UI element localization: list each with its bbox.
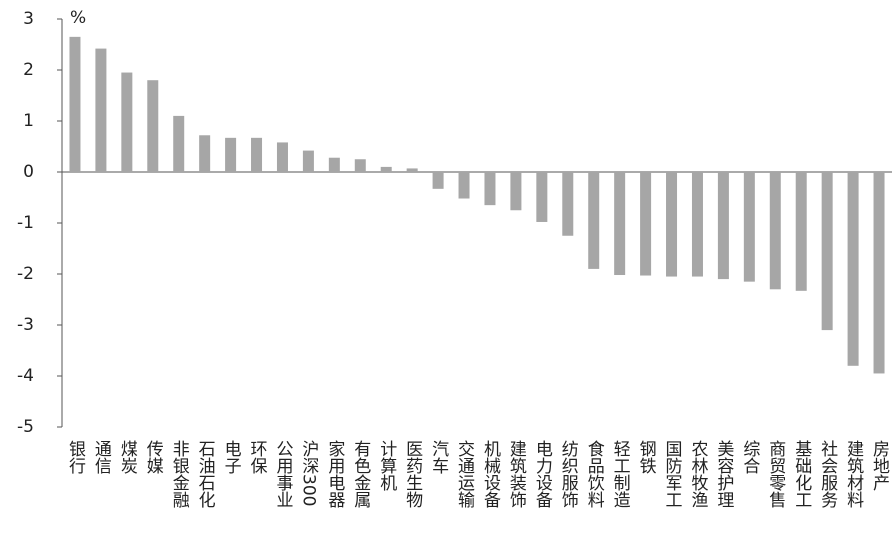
bar — [873, 172, 885, 374]
bar — [354, 159, 366, 172]
x-tick-label: 农林牧渔 — [687, 440, 708, 508]
bar — [795, 172, 807, 291]
unit-label: % — [70, 8, 86, 28]
x-tick-label: 纺织服饰 — [558, 440, 579, 508]
y-tick-label: -1 — [17, 213, 34, 233]
x-tick-label: 交通运输 — [454, 440, 475, 509]
bar — [666, 172, 678, 277]
bar — [717, 172, 729, 280]
y-tick-label: 0 — [23, 162, 34, 182]
bar — [536, 172, 548, 222]
bar — [640, 172, 652, 276]
x-tick-label: 有色金属 — [350, 440, 371, 508]
bar — [302, 150, 314, 172]
bar — [691, 172, 703, 277]
x-tick-label: 电子 — [221, 440, 242, 474]
bar — [69, 36, 81, 172]
x-tick-label: 汽车 — [428, 440, 449, 474]
bar — [484, 172, 496, 206]
x-tick-label: 钢铁 — [636, 440, 657, 474]
x-tick-label: 食品饮料 — [584, 440, 605, 508]
bar — [199, 135, 211, 172]
x-tick-label: 煤炭 — [117, 440, 138, 474]
y-tick-label: -5 — [17, 417, 34, 437]
x-tick-label: 建筑材料 — [843, 440, 864, 508]
bar — [432, 172, 444, 189]
x-tick-label: 社会服务 — [817, 440, 838, 508]
x-tick-label: 石油石化 — [195, 440, 216, 508]
x-tick-label: 基础化工 — [791, 440, 812, 508]
x-tick-label: 银行 — [65, 440, 86, 475]
y-tick-label: 3 — [23, 9, 34, 29]
x-tick-label: 非银金融 — [169, 440, 190, 509]
bar — [147, 80, 159, 172]
bar — [743, 172, 755, 282]
bar — [847, 172, 859, 366]
x-tick-label: 轻工制造 — [610, 440, 631, 508]
x-tick-label: 传媒 — [143, 440, 164, 474]
x-tick-label: 国防军工 — [662, 440, 683, 508]
x-tick-label: 综合 — [739, 440, 760, 474]
y-tick-label: -4 — [17, 366, 34, 386]
x-tick-label: 环保 — [247, 440, 268, 474]
x-tick-label: 通信 — [91, 440, 112, 474]
bar — [276, 142, 288, 172]
y-tick-label: -3 — [17, 315, 34, 335]
x-tick-label: 电力设备 — [532, 440, 553, 508]
bar — [769, 172, 781, 290]
bar — [251, 137, 263, 172]
bar — [121, 72, 133, 172]
x-tick-label: 医药生物 — [402, 440, 423, 508]
x-tick-label: 房地产 — [869, 440, 890, 491]
bar — [614, 172, 626, 276]
bar — [588, 172, 600, 269]
x-tick-label: 商贸零售 — [765, 440, 786, 508]
y-tick-label: 2 — [23, 60, 34, 80]
bar — [562, 172, 574, 236]
y-tick-label: -2 — [17, 264, 34, 284]
y-tick-label: 1 — [23, 111, 34, 131]
bar — [458, 172, 470, 199]
bar — [821, 172, 833, 331]
x-tick-label: 公用事业 — [272, 440, 293, 508]
bar — [328, 157, 340, 172]
x-tick-label: 机械设备 — [480, 440, 501, 508]
bar — [225, 137, 237, 172]
x-tick-label: 美容护理 — [713, 440, 734, 508]
bar — [95, 48, 107, 172]
bar — [406, 168, 418, 172]
bar — [380, 166, 392, 172]
bar — [510, 172, 522, 211]
x-tick-label: 家用电器 — [324, 440, 345, 508]
bar — [173, 115, 185, 172]
x-tick-label: 建筑装饰 — [506, 440, 527, 508]
x-tick-label: 沪深300 — [298, 440, 319, 506]
x-tick-label: 计算机 — [376, 440, 397, 491]
